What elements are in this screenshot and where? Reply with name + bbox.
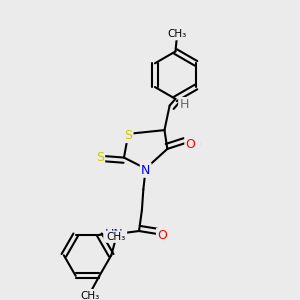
Text: S: S xyxy=(124,129,132,142)
Text: CH₃: CH₃ xyxy=(107,232,126,242)
Text: O: O xyxy=(157,229,167,242)
Text: CH₃: CH₃ xyxy=(80,291,100,300)
Text: HN: HN xyxy=(104,228,123,241)
Text: N: N xyxy=(141,164,150,177)
Text: O: O xyxy=(185,138,195,151)
Text: H: H xyxy=(179,98,189,111)
Text: CH₃: CH₃ xyxy=(167,29,187,39)
Text: S: S xyxy=(96,151,104,164)
